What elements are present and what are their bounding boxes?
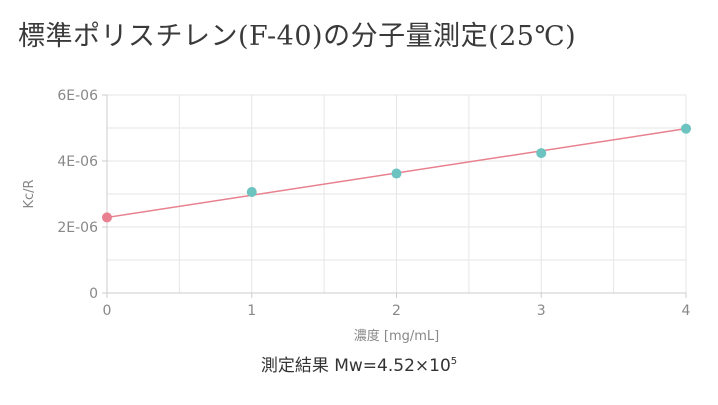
data-point [681,123,691,134]
chart-grid [106,94,687,294]
result-exponent: 5 [450,356,458,367]
x-axis-title: 濃度 [mg/mL] [354,328,439,344]
intercept-point [102,212,112,223]
data-point [246,187,257,198]
x-tick-label: 3 [537,303,546,319]
y-tick-label: 4E-06 [57,154,98,170]
x-tick-label: 0 [103,303,112,319]
y-tick-label: 6E-06 [57,88,98,104]
page-title: 標準ポリスチレン(F-40)の分子量測定(25℃) [18,21,577,52]
y-axis-title: Kc/R [22,179,37,208]
x-tick-label: 1 [247,303,256,319]
tick-labels-layer: 0 1 2 3 4 0 2E-06 4E-06 6E-06 [57,88,690,319]
y-tick-label: 2E-06 [57,220,98,236]
x-tick-label: 4 [682,303,691,319]
data-points-layer [102,123,691,223]
data-point [536,148,547,159]
data-point [391,168,402,179]
chart-axes [102,94,687,298]
x-tick-label: 2 [392,303,401,319]
y-tick-label: 0 [89,286,98,302]
measurement-result: 測定結果 Mw=4.52×105 [0,351,718,376]
result-label: 測定結果 Mw=4.52×10 [260,356,451,376]
